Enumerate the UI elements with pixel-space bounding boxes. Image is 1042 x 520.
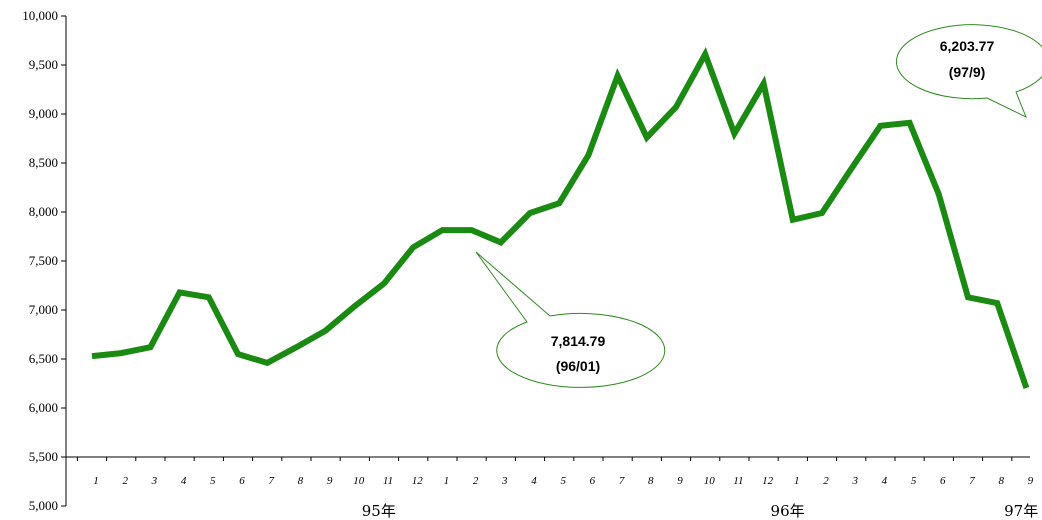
y-tick-label: 10,000 (22, 8, 58, 23)
series-group (91, 46, 1030, 389)
callout-2-value: 6,203.77 (940, 38, 995, 54)
y-tick-label: 8,000 (29, 204, 58, 219)
y-tick-label: 6,000 (29, 400, 58, 415)
callout-2-bubble (895, 24, 1042, 119)
x-tick-label: 2 (122, 475, 128, 487)
x-tick-label: 1 (794, 475, 800, 487)
x-tick-label: 7 (619, 475, 625, 487)
x-tick-label: 5 (210, 475, 216, 487)
year-labels: 95年 96年 97年 (362, 502, 1038, 520)
x-tick-label: 3 (151, 475, 158, 487)
x-tick-label: 7 (969, 475, 975, 487)
x-tick-label: 10 (353, 475, 365, 487)
y-tick-label: 7,000 (29, 302, 58, 317)
x-tick-label: 8 (648, 475, 654, 487)
x-tick-label: 4 (882, 475, 888, 487)
y-tick-label: 9,500 (29, 57, 58, 72)
x-tick-label: 12 (762, 475, 774, 487)
callout-1-date: (96/01) (556, 358, 600, 374)
x-tick-label: 8 (298, 475, 304, 487)
x-tick-label: 5 (560, 475, 566, 487)
series-line (91, 46, 1030, 389)
x-tick-label: 6 (940, 475, 946, 487)
y-axis-ticks: 5,000 5,500 6,000 6,500 7,000 7,500 8,000 8,500… (22, 8, 66, 513)
year-label: 96年 (771, 502, 805, 520)
x-tick-label: 6 (590, 475, 596, 487)
x-tick-label: 4 (181, 475, 187, 487)
x-tick-label: 11 (733, 475, 743, 487)
y-tick-label: 9,000 (29, 106, 58, 121)
callout-1-value: 7,814.79 (551, 333, 606, 349)
x-tick-label: 1 (444, 475, 450, 487)
x-tick-label: 9 (1028, 475, 1034, 487)
x-tick-label: 1 (93, 475, 99, 487)
year-label: 95年 (362, 502, 396, 520)
x-tick-label: 4 (531, 475, 537, 487)
callout-1-bubble (475, 251, 666, 388)
x-tick-label: 2 (823, 475, 829, 487)
x-tick-label: 2 (473, 475, 479, 487)
callout-2-date: (97/9) (949, 64, 986, 80)
y-tick-label: 8,500 (29, 155, 58, 170)
x-tick-label: 10 (704, 475, 716, 487)
x-tick-label: 7 (268, 475, 274, 487)
x-tick-label: 9 (677, 475, 683, 487)
callout-1: 7,814.79 (96/01) (475, 251, 666, 388)
callout-2: 6,203.77 (97/9) (895, 24, 1042, 119)
x-tick-label: 9 (327, 475, 333, 487)
x-tick-label: 8 (998, 475, 1004, 487)
x-tick-label: 3 (851, 475, 858, 487)
x-tick-label: 11 (383, 475, 393, 487)
year-label: 97年 (1004, 502, 1038, 520)
x-axis-ticks: 1 2 3 4 5 6 7 8 9 10 11 12 1 2 3 4 5 6 7 8 9 10 11 12 1 2 3 4 5 6 7 8 9 (76, 457, 1034, 487)
x-tick-label: 6 (239, 475, 245, 487)
x-tick-label: 5 (911, 475, 917, 487)
x-tick-label: 12 (412, 475, 424, 487)
y-tick-label: 5,000 (29, 498, 58, 513)
x-tick-label: 3 (501, 475, 508, 487)
y-tick-label: 5,500 (29, 449, 58, 464)
y-tick-label: 7,500 (29, 253, 58, 268)
y-tick-label: 6,500 (29, 351, 58, 366)
